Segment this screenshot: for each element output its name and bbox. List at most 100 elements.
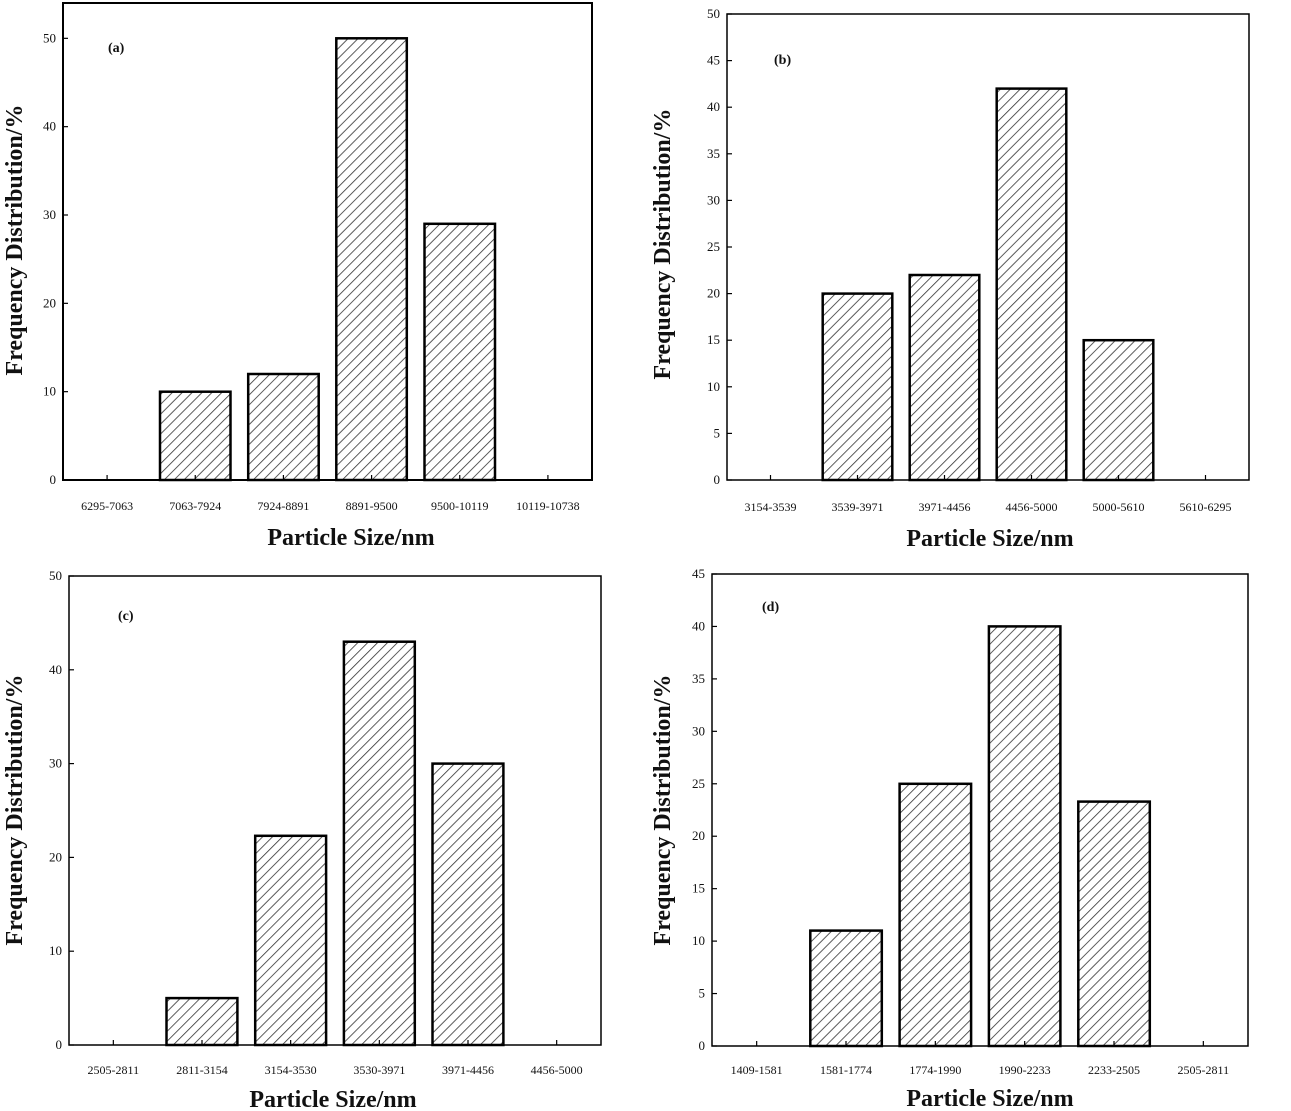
panel-c-x-axis-title: Particle Size/nm: [249, 1087, 416, 1111]
panel-c-x-tick-label: 3971-4456: [442, 1063, 494, 1077]
panel-a-x-axis-title: Particle Size/nm: [267, 525, 434, 551]
panel-d-bar-2233-2505: [1077, 800, 1152, 1048]
panel-b-x-axis-title: Particle Size/nm: [906, 526, 1073, 552]
panel-c-x-tick-label: 2505-2811: [88, 1063, 140, 1077]
panel-a-y-tick-label: 40: [43, 119, 56, 134]
panel-d-x-tick-label: 1990-2233: [999, 1063, 1051, 1077]
panel-d: 0 5 10 15 20 25 30 35 40 45 1409-1581 1581-1774 177…: [650, 566, 1249, 1111]
panel-b-label: (b): [774, 53, 791, 68]
panel-b-plot-area: [726, 13, 1250, 481]
panel-c-y-tick-label: 30: [49, 756, 62, 771]
panel-d-y-tick-label: 40: [692, 618, 705, 633]
panel-b-bar-5000-5610: [1082, 338, 1155, 482]
panel-b-y-tick-label: 5: [714, 425, 721, 440]
panel-a-x-tick-label: 9500-10119: [431, 499, 489, 513]
panel-c-y-tick-label: 20: [49, 849, 62, 864]
panel-d-y-axis-title: Frequency Distribution/%: [650, 675, 676, 946]
panel-a-y-tick-label: 10: [43, 384, 56, 399]
panel-a-x-tick-label: 6295-7063: [81, 499, 133, 513]
panel-b-y-tick-label: 10: [707, 379, 720, 394]
panel-b-y-tick-label: 0: [714, 472, 721, 487]
panel-c-bar-3530-3971: [342, 640, 417, 1047]
panel-b-y-tick-label: 15: [707, 332, 720, 347]
panel-d-y-tick-label: 35: [692, 671, 705, 686]
panel-b-x-tick-label: 4456-5000: [1006, 500, 1058, 514]
panel-c-x-tick-label: 4456-5000: [531, 1063, 583, 1077]
panel-c-y-ticks: 0 10 20 30 40 50: [49, 568, 74, 1052]
panel-b-x-tick-label: 3971-4456: [919, 500, 971, 514]
panel-a-x-ticks: 6295-7063 7063-7924 7924-8891 8891-9500 9500…: [81, 475, 580, 513]
panel-a: 0 10 20 30 40 50 6295-7063 7063-7924 7924-8891 8…: [2, 2, 593, 551]
panel-a-bars: [158, 37, 497, 482]
panel-b-x-tick-label: 5000-5610: [1093, 500, 1145, 514]
panel-b-y-tick-label: 25: [707, 239, 720, 254]
panel-d-x-ticks: 1409-1581 1581-1774 1774-1990 1990-2233 2233…: [731, 1041, 1229, 1077]
panel-b-y-axis-title: Frequency Distribution/%: [650, 109, 676, 380]
panel-a-y-tick-label: 30: [43, 207, 56, 222]
panel-c: 0 10 20 30 40 50 2505-2811 2811-3154 3154-3530 3…: [2, 568, 602, 1111]
panel-d-x-tick-label: 1409-1581: [731, 1063, 783, 1077]
panel-c-label: (c): [118, 609, 134, 624]
panel-c-x-ticks: 2505-2811 2811-3154 3154-3530 3530-3971 3971…: [88, 1040, 583, 1077]
panel-a-x-tick-label: 7063-7924: [169, 499, 221, 513]
panel-d-y-tick-label: 45: [692, 566, 705, 581]
panel-a-x-tick-label: 7924-8891: [257, 499, 309, 513]
panel-a-y-tick-label: 50: [43, 30, 56, 45]
panel-a-y-tick-label: 0: [50, 472, 57, 487]
panel-d-y-ticks: 0 5 10 15 20 25 30 35 40 45: [692, 566, 717, 1053]
panel-a-y-tick-label: 20: [43, 295, 56, 310]
panel-a-plot-area: [62, 2, 593, 481]
panel-d-x-tick-label: 2233-2505: [1088, 1063, 1140, 1077]
panel-b-x-ticks: 3154-3539 3539-3971 3971-4456 4456-5000 5000…: [745, 475, 1232, 514]
panel-d-y-tick-label: 10: [692, 933, 705, 948]
panel-d-label: (d): [762, 600, 779, 615]
panel-c-x-tick-label: 3154-3530: [265, 1063, 317, 1077]
panel-d-bar-1990-2233: [987, 625, 1062, 1048]
panel-c-bar-3971-4456: [431, 762, 505, 1047]
panel-c-y-tick-label: 10: [49, 943, 62, 958]
panel-b-x-tick-label: 5610-6295: [1180, 500, 1232, 514]
panel-c-y-tick-label: 0: [56, 1037, 63, 1052]
panel-d-y-tick-label: 15: [692, 881, 705, 896]
panel-d-x-axis-title: Particle Size/nm: [906, 1086, 1073, 1111]
panel-d-plot-area: [711, 573, 1249, 1047]
panel-c-y-tick-label: 40: [49, 662, 62, 677]
panel-a-bar-8891-9500: [335, 37, 409, 482]
panel-b-x-tick-label: 3154-3539: [745, 500, 797, 514]
panel-a-bar-9500-10119: [423, 222, 497, 482]
panel-c-bars: [165, 640, 505, 1047]
panel-a-y-ticks: 0 10 20 30 40 50: [43, 30, 68, 487]
panel-b-y-ticks: 0 5 10 15 20 25 30 35 40 45 50: [707, 6, 732, 487]
panel-d-y-tick-label: 20: [692, 828, 705, 843]
panel-d-y-tick-label: 5: [699, 986, 706, 1001]
panel-c-y-axis-title: Frequency Distribution/%: [2, 675, 28, 946]
panel-d-y-tick-label: 30: [692, 723, 705, 738]
panel-b-x-tick-label: 3539-3971: [832, 500, 884, 514]
panel-b-bar-4456-5000: [995, 87, 1068, 482]
panel-d-bars: [809, 625, 1152, 1048]
panel-a-bar-7924-8891: [246, 372, 320, 482]
panel-d-bar-1774-1990: [898, 782, 973, 1048]
panel-b-y-tick-label: 20: [707, 286, 720, 301]
panel-d-bar-1581-1774: [809, 929, 884, 1048]
panel-c-x-tick-label: 3530-3971: [353, 1063, 405, 1077]
panel-d-y-tick-label: 0: [699, 1038, 706, 1053]
panel-b-y-tick-label: 45: [707, 53, 720, 68]
panel-c-plot-area: [68, 575, 602, 1046]
panel-a-x-tick-label: 10119-10738: [516, 499, 580, 513]
panel-c-x-tick-label: 2811-3154: [176, 1063, 228, 1077]
panel-d-x-tick-label: 2505-2811: [1178, 1063, 1230, 1077]
panel-a-y-axis-title: Frequency Distribution/%: [2, 105, 28, 376]
panel-c-bar-3154-3530: [253, 834, 328, 1047]
panel-b-y-tick-label: 30: [707, 192, 720, 207]
panel-b-bars: [821, 87, 1155, 482]
panel-a-x-tick-label: 8891-9500: [346, 499, 398, 513]
panel-c-bar-2811-3154: [165, 996, 239, 1047]
panel-b-bar-3971-4456: [908, 273, 981, 482]
panel-d-x-tick-label: 1581-1774: [820, 1063, 872, 1077]
panel-d-y-tick-label: 25: [692, 776, 705, 791]
panel-b-y-tick-label: 35: [707, 146, 720, 161]
panel-b-y-tick-label: 50: [707, 6, 720, 21]
